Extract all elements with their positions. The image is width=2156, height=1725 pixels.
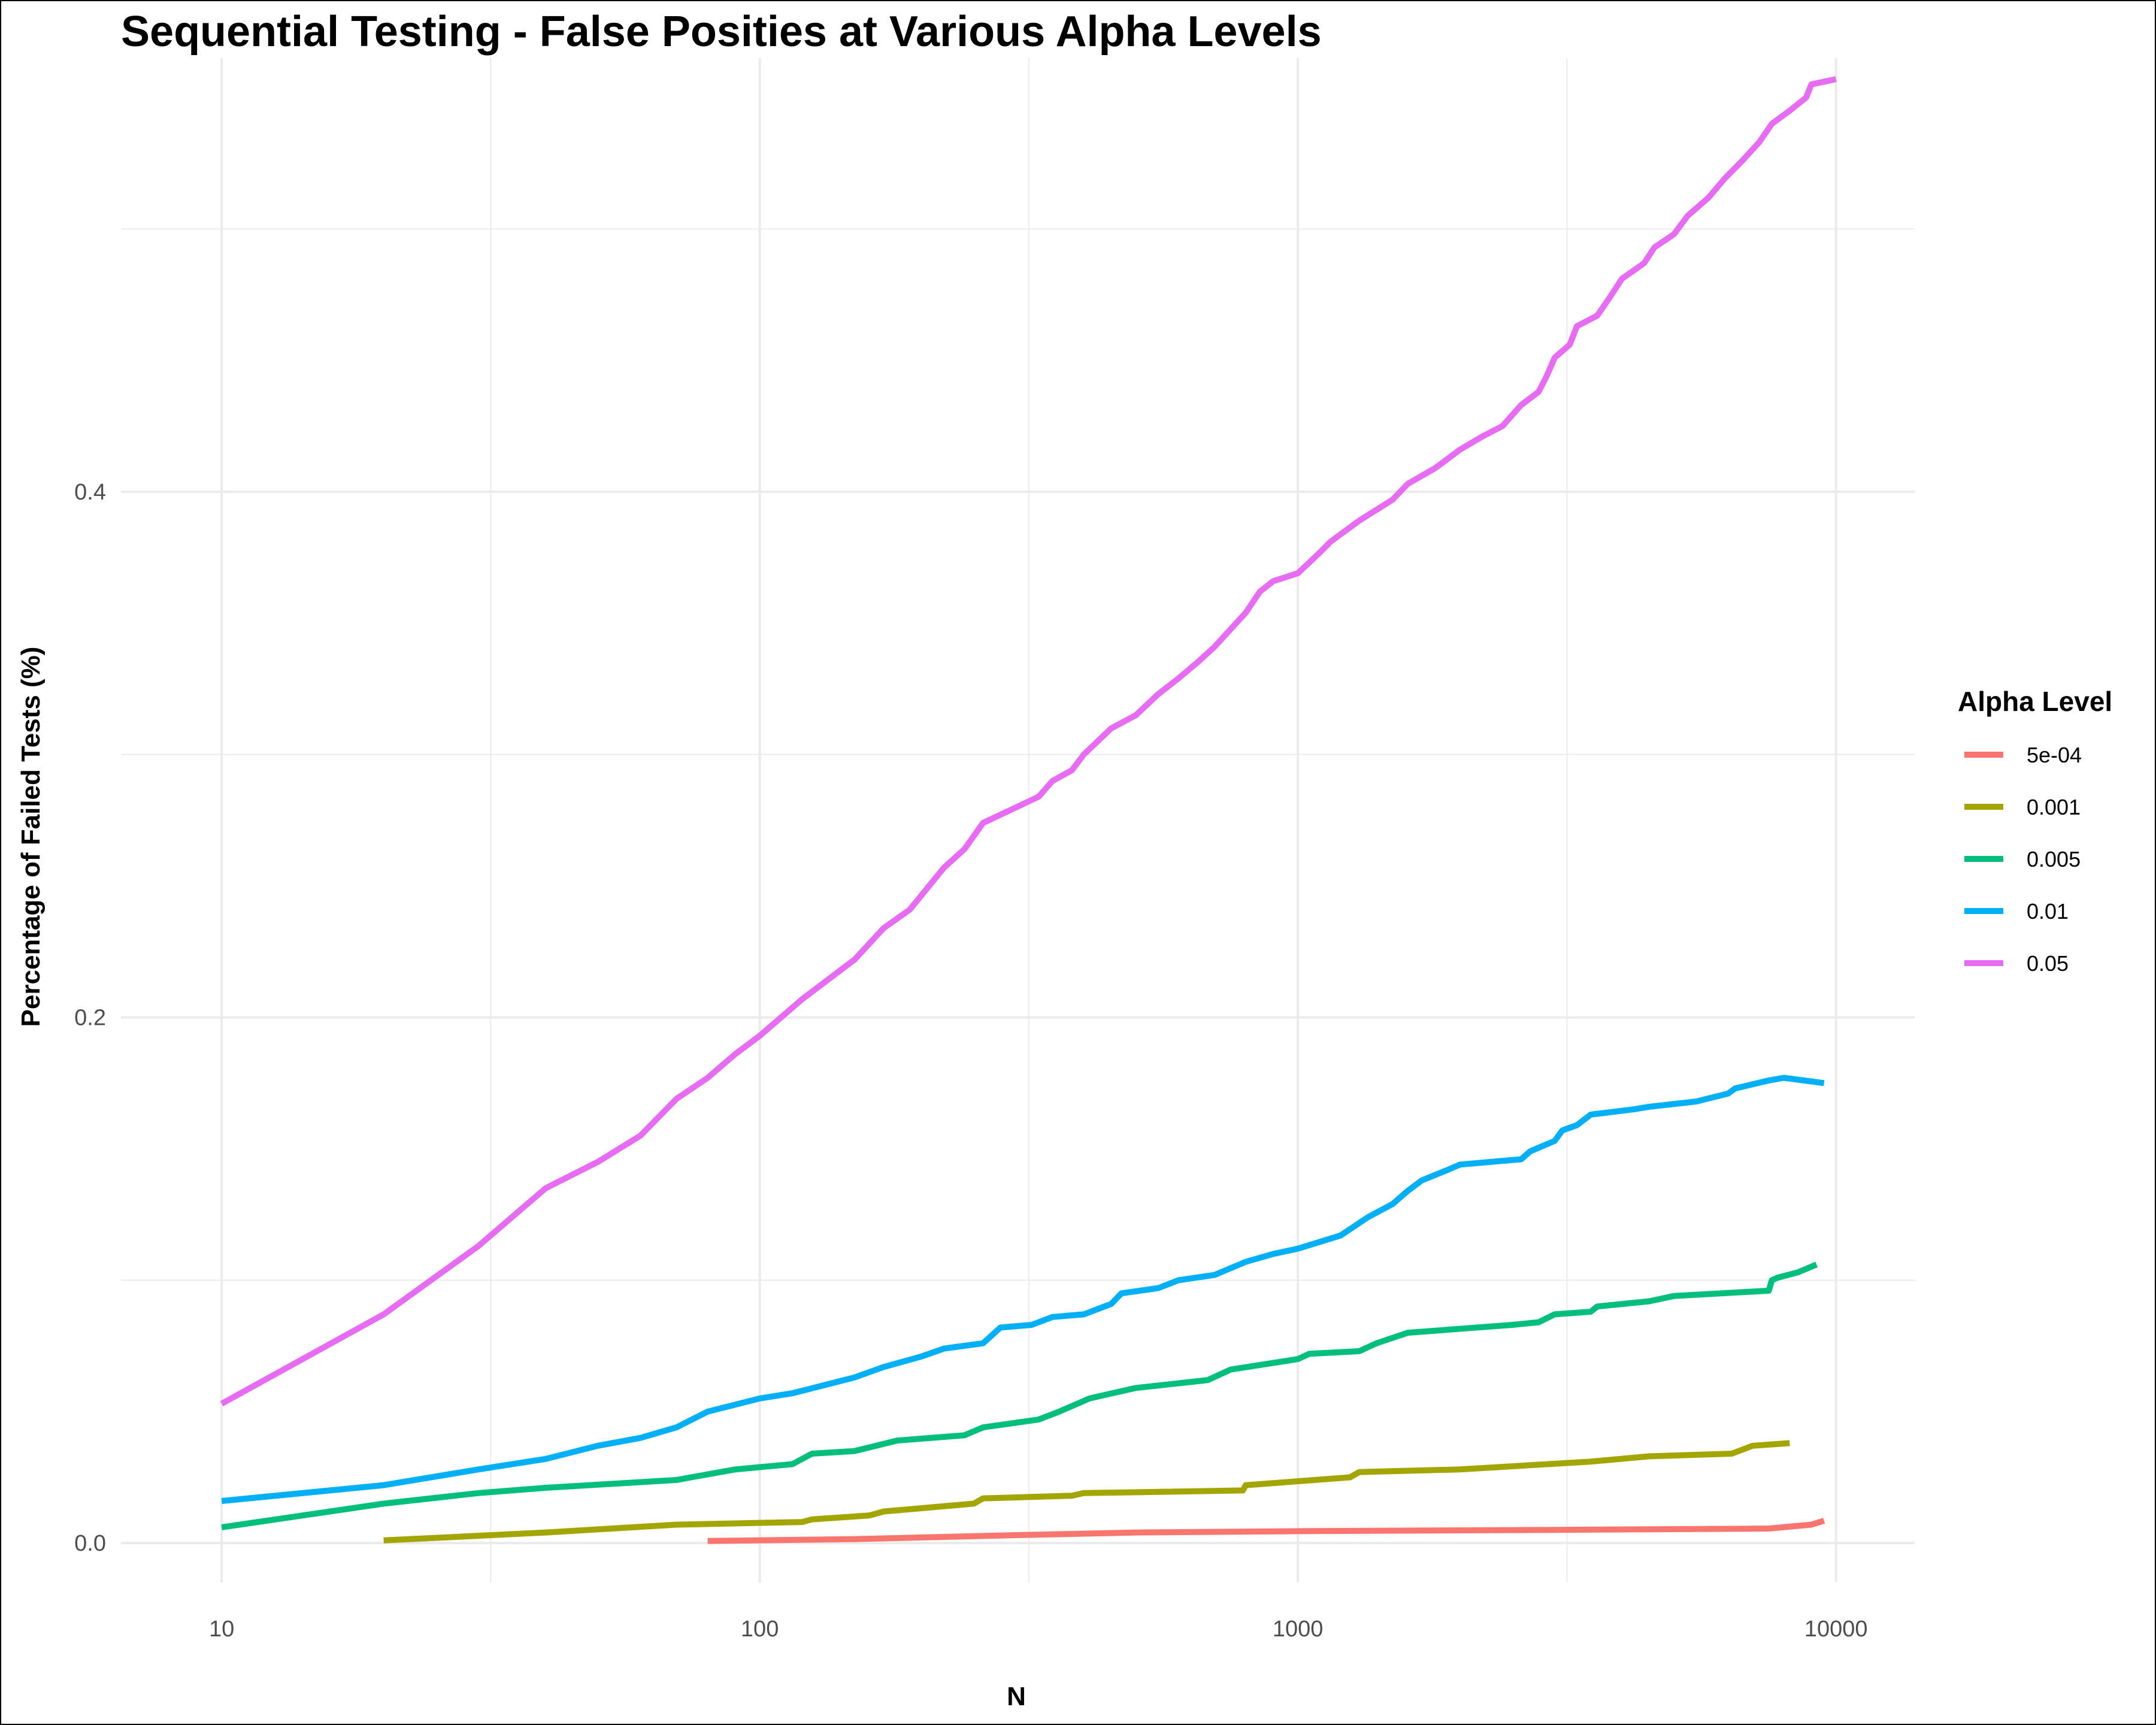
legend: Alpha Level 5e-04 0.001 0.005 0.01 0.05	[1958, 686, 2112, 976]
series-line-5e-04	[707, 1518, 1825, 1544]
y-axis-ticks: 0.0 0.2 0.4	[74, 480, 106, 1556]
legend-label-0.005: 0.005	[2027, 847, 2081, 871]
series-line-0.01	[221, 1075, 1825, 1504]
y-tick-label: 0.0	[74, 1531, 106, 1556]
major-gridlines	[121, 58, 1915, 1582]
x-tick-label: 100	[741, 1617, 779, 1642]
legend-label-0.05: 0.05	[2027, 951, 2069, 976]
minor-gridlines	[121, 58, 1915, 1582]
legend-items: 5e-04 0.001 0.005 0.01 0.05	[1964, 743, 2082, 976]
x-tick-label: 10	[209, 1617, 234, 1642]
y-axis-title: Percentage of Failed Tests (%)	[16, 647, 46, 1027]
x-axis-title: N	[1007, 1682, 1026, 1711]
series-lines	[220, 76, 1837, 1544]
x-axis-ticks: 10 100 1000 10000	[209, 1617, 1868, 1642]
chart-title: Sequential Testing - False Posities at V…	[121, 8, 1322, 56]
legend-label-5e-04: 5e-04	[2027, 743, 2082, 767]
legend-label-0.01: 0.01	[2027, 899, 2069, 924]
x-tick-label: 1000	[1273, 1617, 1324, 1642]
legend-label-0.001: 0.001	[2027, 795, 2081, 819]
y-tick-label: 0.4	[74, 480, 106, 505]
series-line-0.001	[383, 1440, 1790, 1544]
y-tick-label: 0.2	[74, 1006, 106, 1031]
x-tick-label: 10000	[1804, 1617, 1868, 1642]
series-line-0.005	[221, 1261, 1818, 1530]
series-line-0.05	[220, 76, 1837, 1406]
legend-title: Alpha Level	[1958, 686, 2112, 717]
